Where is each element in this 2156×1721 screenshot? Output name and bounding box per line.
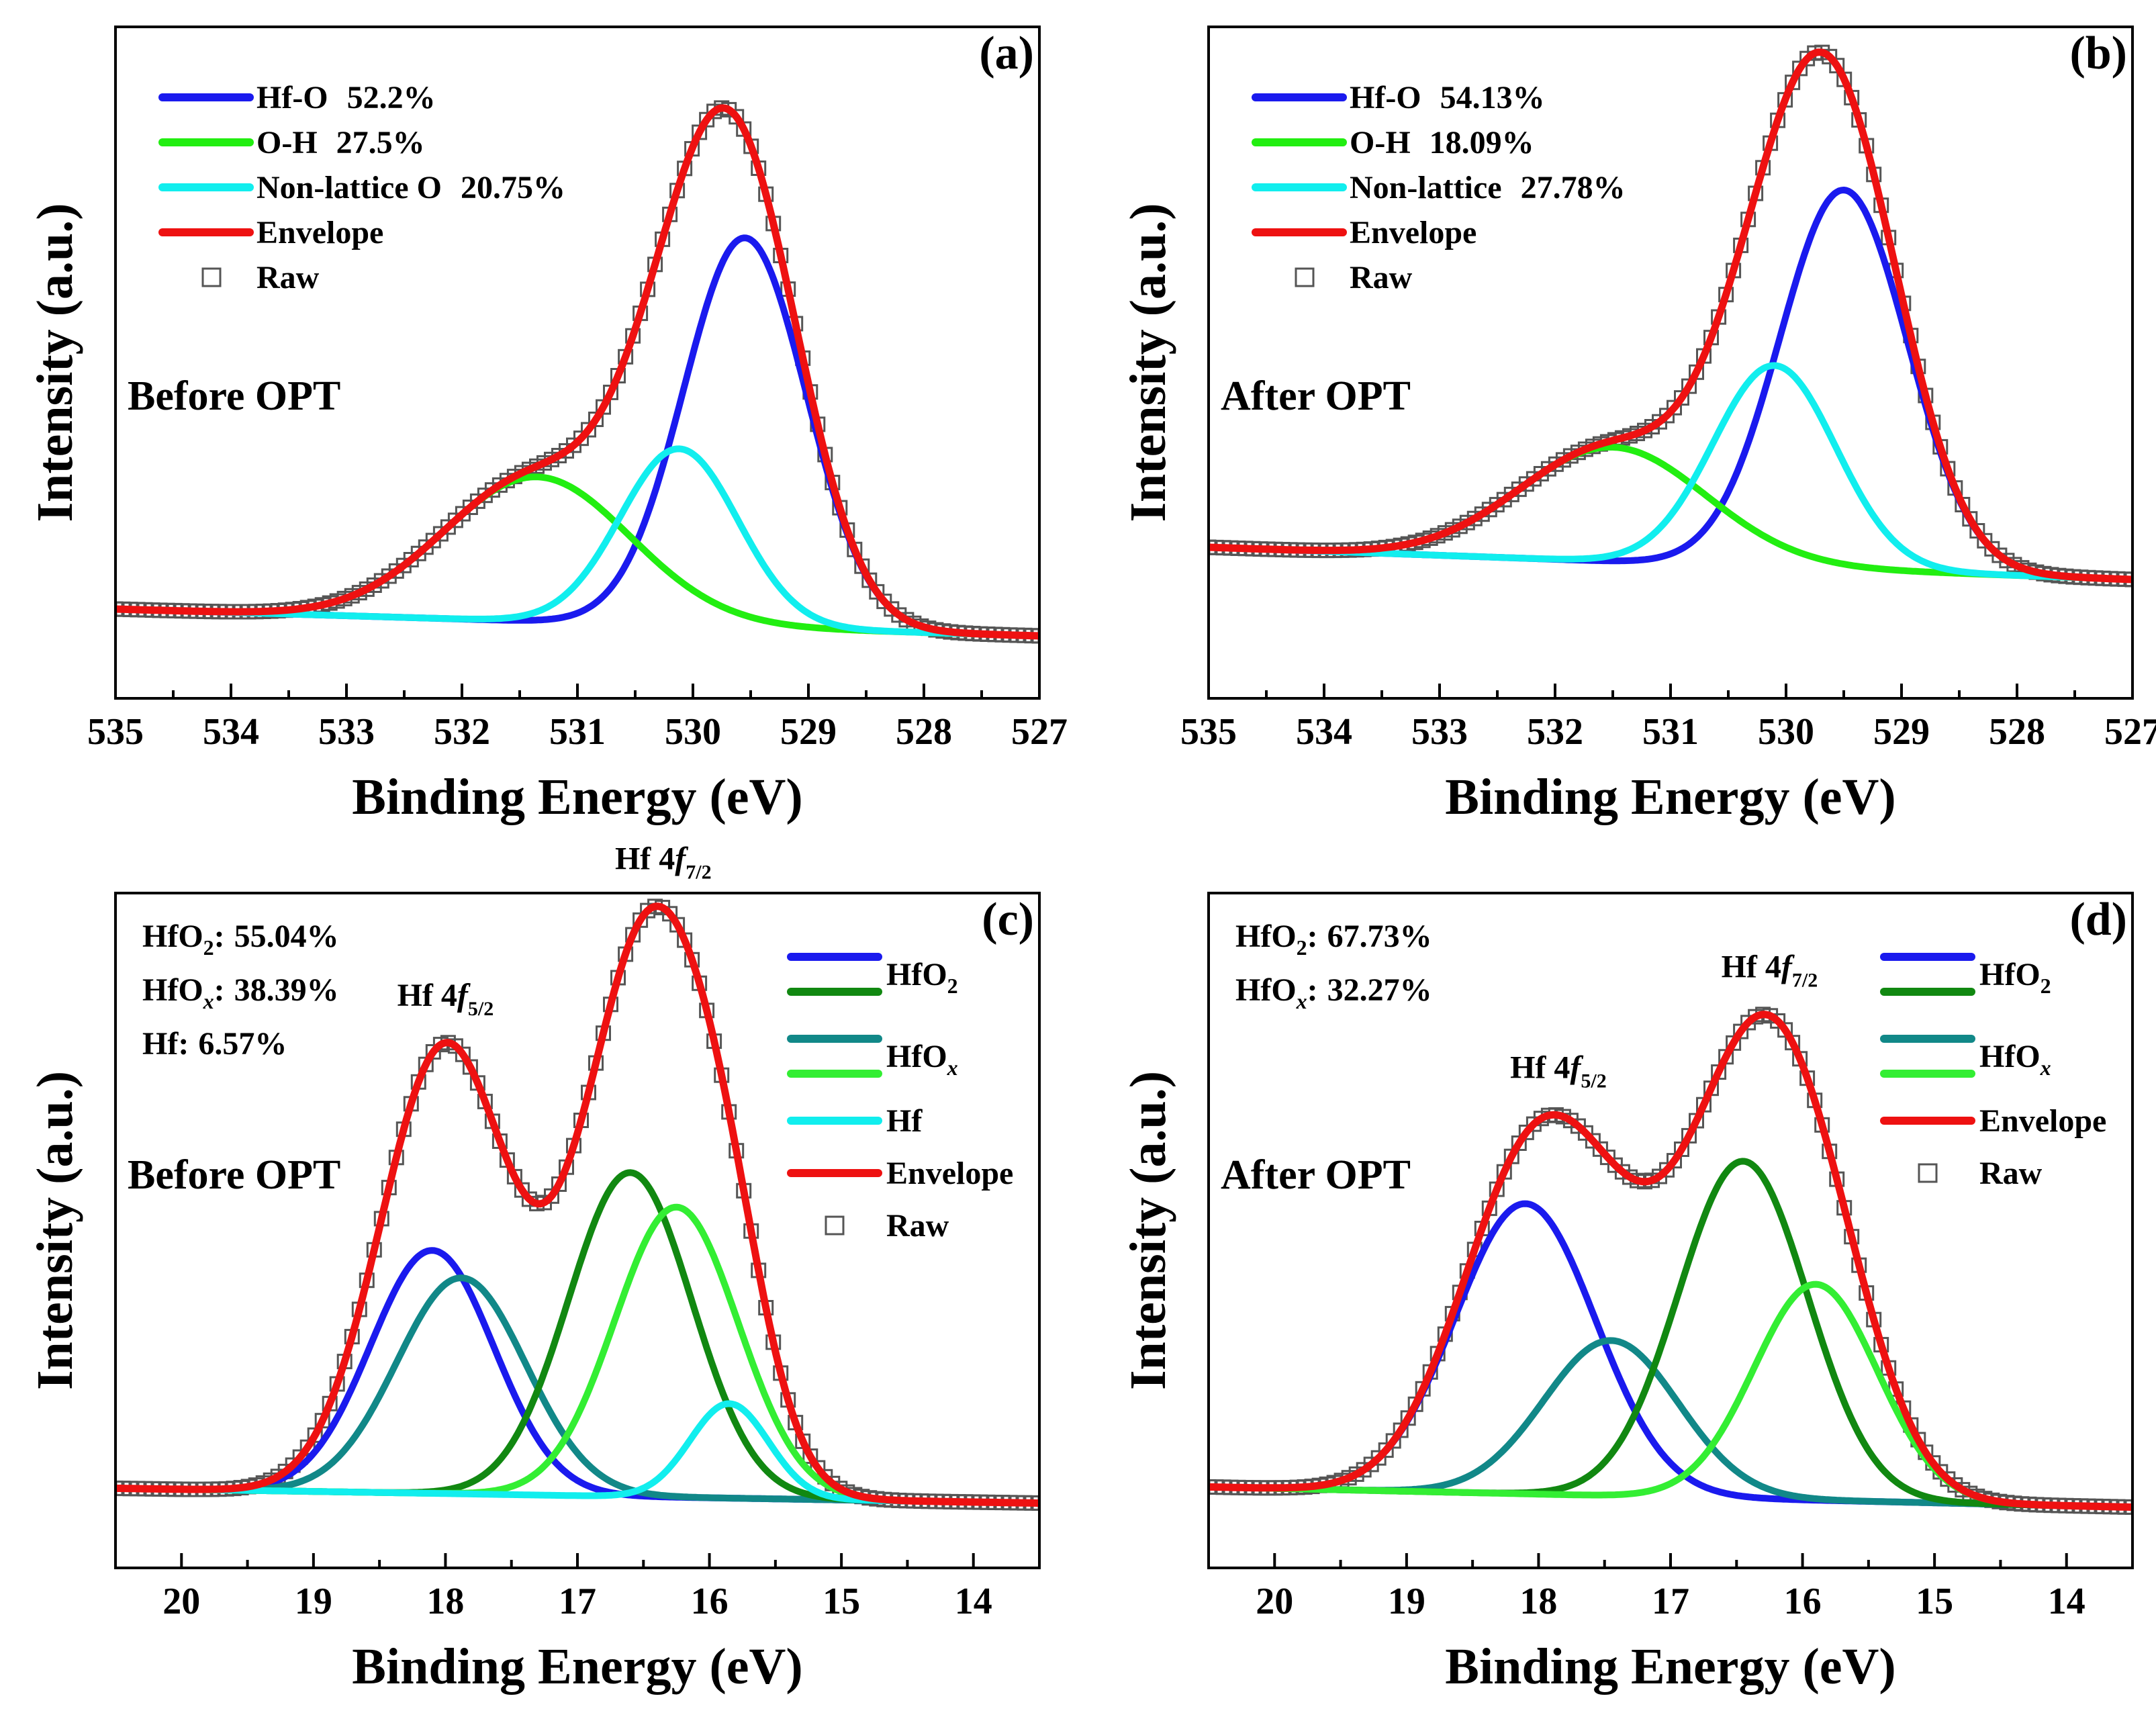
x-tick-label: 19 <box>1388 1581 1425 1622</box>
legend: Hf-O 52.2% O-H 27.5% Non-lattice O 20.75% Enve… <box>158 80 565 295</box>
envelope-line <box>1209 1011 2132 1511</box>
x-tick-label: 533 <box>1411 711 1468 753</box>
x-axis-label: Binding Energy (eV) <box>1445 769 1895 825</box>
x-tick-label: 531 <box>549 711 606 753</box>
ratio-label: HfO2: 55.04% <box>142 919 339 960</box>
x-axis-label: Binding Energy (eV) <box>1445 1638 1895 1695</box>
envelope-line <box>1209 48 2132 584</box>
panel-label: (d) <box>2069 894 2127 945</box>
x-tick-label: 528 <box>1989 711 2045 753</box>
x-tick-label: 14 <box>955 1581 992 1622</box>
y-axis-label: Intensity (a.u.) <box>27 203 83 522</box>
x-tick-label: 534 <box>1296 711 1352 753</box>
composition-ratios: HfO2: 55.04% HfOx: 38.39% Hf: 6.57% <box>142 919 339 1062</box>
legend-raw-marker <box>201 267 222 287</box>
envelope-line <box>115 104 1039 640</box>
ratio-label: HfO2: 67.73% <box>1235 919 1432 960</box>
x-tick-label: 17 <box>1652 1581 1689 1622</box>
y-axis-label: Intensity (a.u.) <box>1120 203 1176 522</box>
x-tick-label: 532 <box>434 711 490 753</box>
x-tick-label: 532 <box>1527 711 1583 753</box>
x-tick-label: 14 <box>2048 1581 2085 1622</box>
condition-label: Before OPT <box>128 373 340 419</box>
legend-label: Raw <box>1979 1156 2043 1191</box>
legend-label: Hf-O 54.13% <box>1350 80 1545 115</box>
ratio-label: HfOx: 38.39% <box>142 972 339 1013</box>
panel-label: (c) <box>982 894 1034 945</box>
legend-label: O-H 18.09% <box>1350 125 1534 160</box>
legend-label: Envelope <box>1979 1103 2106 1139</box>
x-axis-label: Binding Energy (eV) <box>352 769 802 825</box>
panel-label: (a) <box>979 28 1034 79</box>
x-tick-label: 18 <box>1519 1581 1557 1622</box>
y-axis-label: Intensity (a.u.) <box>1120 1071 1176 1390</box>
x-tick-label: 20 <box>1256 1581 1293 1622</box>
x-tick-label: 534 <box>203 711 259 753</box>
legend-label: Raw <box>886 1208 949 1244</box>
curves <box>1209 1007 2132 1515</box>
legend-label: Envelope <box>1350 215 1477 250</box>
panel-d: 20 19 18 17 16 15 14 Binding Energy (eV) Intensi… <box>1120 892 2134 1695</box>
peak-annotation: Hf 4f7/2 <box>1722 949 1818 992</box>
curves <box>1209 44 2132 588</box>
ratio-label: HfOx: 32.27% <box>1235 972 1432 1013</box>
x-tick-label: 528 <box>896 711 952 753</box>
peak-annotation: Hf 4f5/2 <box>397 978 494 1020</box>
x-tick-label: 533 <box>318 711 375 753</box>
legend-label: Envelope <box>886 1156 1013 1191</box>
panel-c: 20 19 18 17 16 15 14 Binding Energy (eV) Intensi… <box>27 841 1041 1695</box>
x-tick-label: 530 <box>665 711 721 753</box>
x-tick-label: 20 <box>162 1581 200 1622</box>
condition-label: After OPT <box>1221 1152 1411 1198</box>
x-tick-label: 529 <box>780 711 837 753</box>
legend: HfO2 HfOx Envelope Raw <box>1880 953 2106 1191</box>
condition-label: After OPT <box>1221 373 1411 419</box>
peak-annotation: Hf 4f5/2 <box>1510 1050 1607 1092</box>
x-tick-label: 530 <box>1758 711 1814 753</box>
legend: HfO2 HfOx Hf Envelope Raw <box>787 953 1013 1244</box>
legend-label: Hf <box>886 1103 923 1139</box>
peak-annotation: Hf 4f7/2 <box>615 841 712 884</box>
envelope-line <box>115 902 1039 1507</box>
legend-label: HfO2 <box>886 957 958 998</box>
legend-raw-marker <box>1918 1163 1938 1183</box>
legend-label: Raw <box>1350 260 1413 295</box>
curves <box>115 898 1039 1511</box>
x-tick-label: 17 <box>559 1581 596 1622</box>
legend: Hf-O 54.13% O-H 18.09% Non-lattice 27.78% Enve… <box>1252 80 1626 295</box>
x-tick-label: 18 <box>426 1581 464 1622</box>
legend-label: Envelope <box>256 215 383 250</box>
x-tick-label: 15 <box>1916 1581 1953 1622</box>
x-tick-label: 527 <box>2104 711 2156 753</box>
x-axis-label: Binding Energy (eV) <box>352 1638 802 1695</box>
legend-raw-marker <box>1295 267 1315 287</box>
condition-label: Before OPT <box>128 1152 340 1198</box>
legend-label: HfO2 <box>1979 957 2051 998</box>
legend-raw-marker <box>825 1215 845 1236</box>
panel-label: (b) <box>2069 28 2127 79</box>
x-tick-label: 535 <box>87 711 144 753</box>
x-tick-label: 15 <box>823 1581 860 1622</box>
x-tick-label: 529 <box>1873 711 1930 753</box>
panel-a: 535 534 533 532 531 530 529 528 527 Binding Energ… <box>27 26 1068 825</box>
legend-label: HfOx <box>1979 1039 2051 1080</box>
legend-label: Non-lattice 27.78% <box>1350 170 1626 205</box>
x-tick-label: 16 <box>691 1581 729 1622</box>
legend-label: Raw <box>256 260 320 295</box>
x-tick-label: 535 <box>1180 711 1237 753</box>
curves <box>115 100 1039 644</box>
x-tick-label: 531 <box>1642 711 1699 753</box>
ratio-label: Hf: 6.57% <box>142 1026 287 1062</box>
legend-label: O-H 27.5% <box>256 125 425 160</box>
y-axis-label: Intensity (a.u.) <box>27 1071 83 1390</box>
legend-label: Hf-O 52.2% <box>256 80 436 115</box>
panel-b: 535 534 533 532 531 530 529 528 527 Binding Energ… <box>1120 26 2156 825</box>
x-tick-label: 19 <box>295 1581 332 1622</box>
composition-ratios: HfO2: 67.73% HfOx: 32.27% <box>1235 919 1432 1013</box>
legend-label: HfOx <box>886 1039 958 1080</box>
x-tick-label: 16 <box>1784 1581 1822 1622</box>
legend-label: Non-lattice O 20.75% <box>256 170 565 205</box>
x-tick-label: 527 <box>1011 711 1068 753</box>
